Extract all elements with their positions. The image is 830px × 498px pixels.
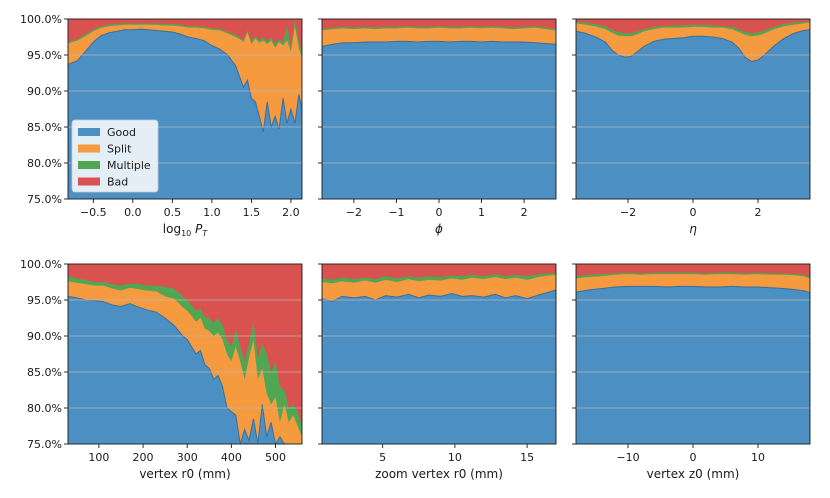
plot-area <box>576 19 810 199</box>
legend-swatch-multiple <box>78 161 100 169</box>
xtick-label: −10 <box>616 451 639 464</box>
xtick-label: 10 <box>751 451 765 464</box>
ytick-label: 90.0% <box>27 85 62 98</box>
ytick-label: 95.0% <box>27 294 62 307</box>
xlabel: log10 PT <box>163 222 209 238</box>
xtick-label: 0.5 <box>164 206 182 219</box>
line-good <box>576 285 810 294</box>
area-good <box>68 296 302 444</box>
xtick-label: 0.0 <box>124 206 142 219</box>
xtick-label: −0.5 <box>80 206 107 219</box>
area-good <box>322 289 556 444</box>
area-good <box>322 41 556 199</box>
legend-label-good: Good <box>107 126 136 139</box>
xlabel: ϕ <box>435 222 443 236</box>
panel-4: 75.0% 80.0% 85.0% 90.0% 95.0% 100.0% 100 200 300… <box>20 258 303 481</box>
ytick-label: 80.0% <box>27 157 62 170</box>
line-good <box>322 40 556 47</box>
axes-frame <box>321 263 557 445</box>
legend-label-bad: Bad <box>107 176 128 189</box>
xtick-label: 2 <box>755 206 762 219</box>
line-good <box>68 295 302 444</box>
ytick-label: 80.0% <box>27 402 62 415</box>
xtick-label: 1.5 <box>243 206 261 219</box>
plot-area <box>322 19 556 199</box>
xtick-label: 5 <box>379 451 386 464</box>
panel-2: −2 −1 0 1 2 ϕ <box>318 18 557 236</box>
line-good <box>576 29 810 63</box>
panel-1: 75.0% 80.0% 85.0% 90.0% 95.0% 100.0% −0.5 0.0 0.… <box>20 13 303 238</box>
legend-swatch-bad <box>78 177 100 186</box>
plot-area <box>576 264 810 444</box>
legend-swatch-split <box>78 144 100 153</box>
xtick-label: 1.0 <box>203 206 221 219</box>
ytick-label: 90.0% <box>27 330 62 343</box>
axes-frame <box>67 18 303 200</box>
panel-3: −2 0 2 η <box>572 18 811 236</box>
xtick-label: 15 <box>520 451 534 464</box>
xtick-label: 2.0 <box>282 206 300 219</box>
xtick-label: −1 <box>388 206 404 219</box>
ytick-label: 75.0% <box>27 193 62 206</box>
xtick-label: −2 <box>346 206 362 219</box>
xtick-label: 10 <box>448 451 462 464</box>
ytick-label: 95.0% <box>27 49 62 62</box>
xtick-label: 0 <box>690 451 697 464</box>
xlabel: vertex z0 (mm) <box>647 467 740 481</box>
xlabel: vertex r0 (mm) <box>139 467 230 481</box>
plot-area <box>68 264 302 444</box>
ytick-label: 100.0% <box>20 13 62 26</box>
xlabel: η <box>689 222 697 236</box>
xtick-label: 0 <box>436 206 443 219</box>
xtick-label: 400 <box>221 451 242 464</box>
axes-frame <box>67 263 303 445</box>
xtick-label: −2 <box>620 206 636 219</box>
ytick-label: 85.0% <box>27 121 62 134</box>
legend: Good Split Multiple Bad <box>71 119 159 193</box>
xtick-label: 300 <box>177 451 198 464</box>
xtick-label: 200 <box>133 451 154 464</box>
panel-6: −10 0 10 vertex z0 (mm) <box>572 263 811 481</box>
xtick-label: 100 <box>88 451 109 464</box>
legend-swatch-good <box>78 128 100 136</box>
xtick-label: 0 <box>690 206 697 219</box>
xtick-label: 2 <box>521 206 528 219</box>
ytick-label: 100.0% <box>20 258 62 271</box>
plot-area <box>322 264 556 444</box>
area-good <box>576 29 810 199</box>
line-good <box>68 28 302 133</box>
xlabel: zoom vertex r0 (mm) <box>375 467 503 481</box>
line-good <box>322 289 556 302</box>
legend-label-split: Split <box>107 143 132 156</box>
ytick-label: 85.0% <box>27 366 62 379</box>
xtick-label: 1 <box>478 206 485 219</box>
legend-label-multiple: Multiple <box>107 159 151 172</box>
ytick-label: 75.0% <box>27 438 62 451</box>
panel-5: 5 10 15 zoom vertex r0 (mm) <box>318 263 557 481</box>
xtick-label: 500 <box>265 451 286 464</box>
area-good <box>576 286 810 444</box>
